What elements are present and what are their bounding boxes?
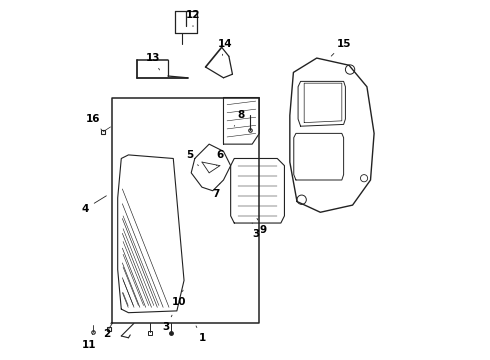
Text: 7: 7 (213, 184, 220, 199)
Text: 9: 9 (257, 219, 267, 235)
Text: 3: 3 (163, 315, 172, 332)
Text: 12: 12 (186, 10, 200, 27)
Text: 11: 11 (82, 334, 96, 350)
Text: 8: 8 (234, 111, 245, 126)
Text: 13: 13 (147, 53, 161, 70)
Text: 6: 6 (216, 150, 223, 166)
Text: 10: 10 (172, 290, 186, 307)
Text: 2: 2 (103, 323, 111, 339)
Text: 14: 14 (218, 39, 233, 55)
Text: 3: 3 (252, 223, 259, 239)
Text: 5: 5 (186, 150, 198, 166)
Text: 4: 4 (82, 196, 106, 214)
Text: 16: 16 (85, 114, 101, 130)
Text: 1: 1 (196, 326, 206, 343)
Text: 15: 15 (331, 39, 351, 56)
